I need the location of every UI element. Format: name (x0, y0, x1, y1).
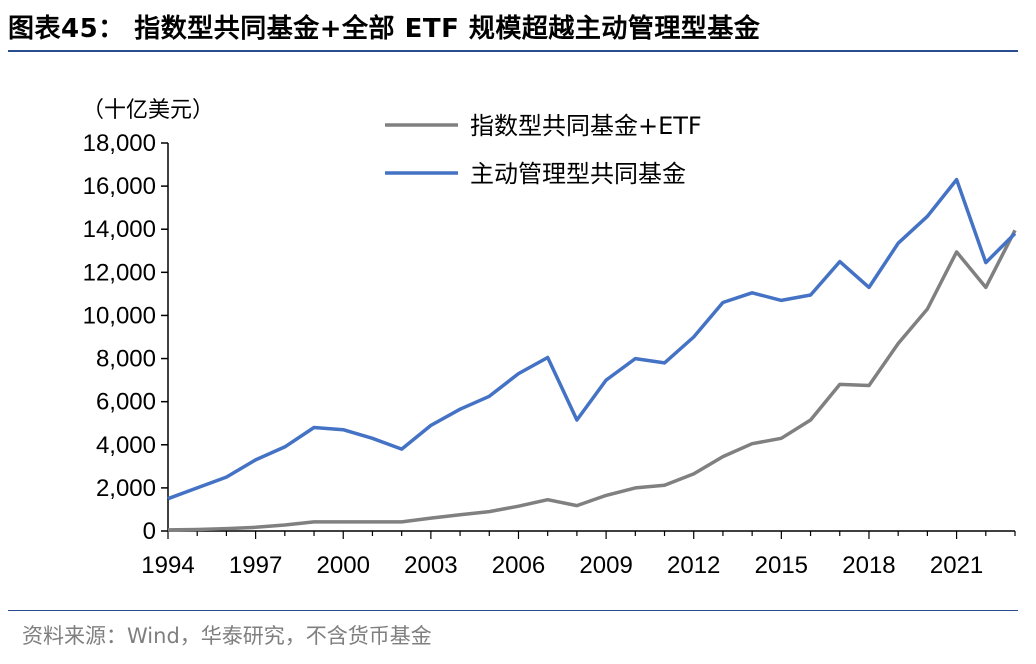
y-tick-label: 0 (143, 518, 156, 545)
figure-title: 图表45： 指数型共同基金+全部 ETF 规模超越主动管理型基金 (8, 14, 761, 44)
x-tick-label: 2012 (667, 552, 720, 579)
legend-label-active: 主动管理型共同基金 (470, 160, 686, 188)
x-tick-label: 2018 (842, 552, 895, 579)
x-tick-label: 2009 (579, 552, 632, 579)
y-unit-label: （十亿美元） (82, 98, 214, 123)
source-note: 资料来源：Wind，华泰研究，不含货币基金 (22, 624, 432, 648)
x-ticks: 1994 1997 2000 2003 2006 2009 2012 2015 2018 2021 (141, 531, 1016, 579)
y-tick-label: 14,000 (83, 216, 156, 243)
y-tick-label: 10,000 (83, 302, 156, 329)
y-tick-label: 16,000 (83, 173, 156, 200)
y-tick-label: 6,000 (96, 389, 156, 416)
y-ticks: 0 2,000 4,000 6,000 8,000 10,000 12,000 14,000 1… (83, 130, 168, 545)
title-divider (8, 50, 1018, 52)
x-tick-label: 2015 (755, 552, 808, 579)
chart-axes (167, 143, 1015, 532)
y-tick-label: 8,000 (96, 346, 156, 373)
series-line-index (167, 229, 1017, 532)
series-lines (167, 177, 1017, 532)
x-tick-label: 2021 (930, 552, 983, 579)
source-divider (8, 610, 1018, 611)
y-tick-label: 12,000 (83, 259, 156, 286)
y-tick-label: 4,000 (96, 432, 156, 459)
chart-legend: 指数型共同基金+ETF 主动管理型共同基金 (385, 112, 702, 188)
x-tick-label: 2000 (317, 552, 370, 579)
x-tick-label: 1994 (141, 552, 194, 579)
x-tick-label: 2006 (492, 552, 545, 579)
y-tick-label: 2,000 (96, 475, 156, 502)
legend-label-index: 指数型共同基金+ETF (470, 112, 702, 140)
y-tick-label: 18,000 (83, 130, 156, 157)
series-line-active (167, 177, 1017, 501)
x-tick-label: 1997 (229, 552, 282, 579)
x-tick-label: 2003 (404, 552, 457, 579)
